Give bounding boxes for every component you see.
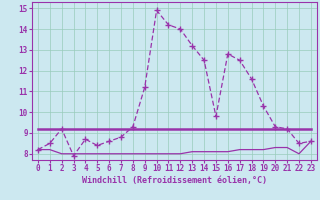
X-axis label: Windchill (Refroidissement éolien,°C): Windchill (Refroidissement éolien,°C) [82, 176, 267, 185]
